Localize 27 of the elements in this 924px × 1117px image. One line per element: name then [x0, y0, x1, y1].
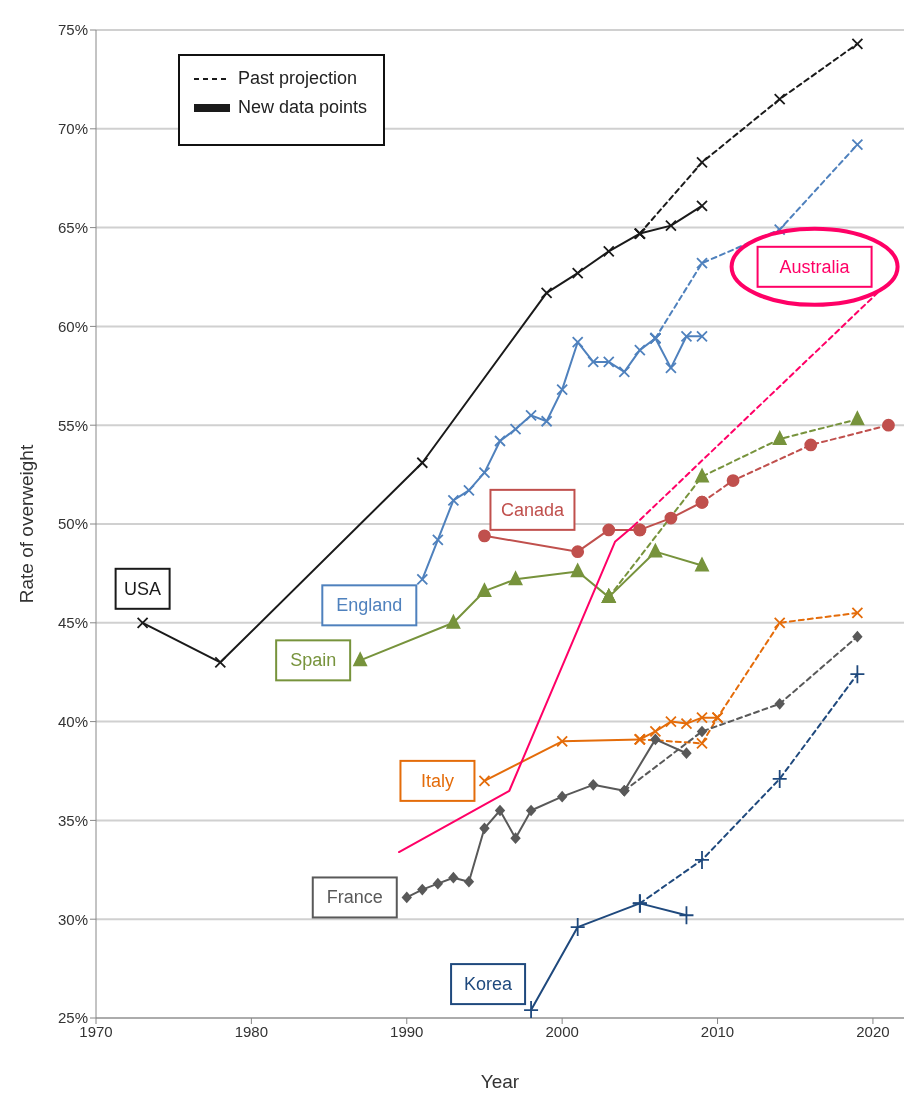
series-label: Italy [420, 770, 454, 791]
x-tick-label: 2000 [545, 1022, 579, 1040]
x-tick-label: 1980 [234, 1022, 269, 1040]
legend-label: New data points [238, 97, 368, 118]
legend-label: Past projection [238, 68, 358, 89]
series-label: USA [124, 578, 162, 599]
x-tick-label: 2020 [856, 1022, 890, 1040]
x-axis-title: Year [480, 1071, 520, 1092]
y-tick-label: 35% [57, 811, 88, 829]
y-tick-label: 30% [57, 910, 88, 928]
x-tick-label: 2010 [700, 1022, 735, 1040]
series-label: Spain [290, 650, 337, 671]
y-tick-label: 75% [57, 21, 88, 39]
y-tick-label: 60% [57, 317, 88, 335]
y-tick-label: 65% [57, 218, 88, 236]
y-axis-title: Rate of overweight [15, 444, 37, 604]
x-tick-label: 1990 [390, 1022, 424, 1040]
y-tick-label: 50% [57, 515, 88, 533]
y-tick-label: 40% [57, 712, 88, 730]
y-tick-label: 45% [57, 614, 88, 632]
series-label: Canada [500, 499, 565, 520]
series-label: Korea [464, 974, 514, 995]
series-label: England [336, 595, 403, 616]
y-tick-label: 70% [57, 120, 88, 138]
y-tick-label: 55% [57, 416, 88, 434]
series-label: France [326, 887, 383, 908]
series-label: Australia [779, 256, 851, 277]
